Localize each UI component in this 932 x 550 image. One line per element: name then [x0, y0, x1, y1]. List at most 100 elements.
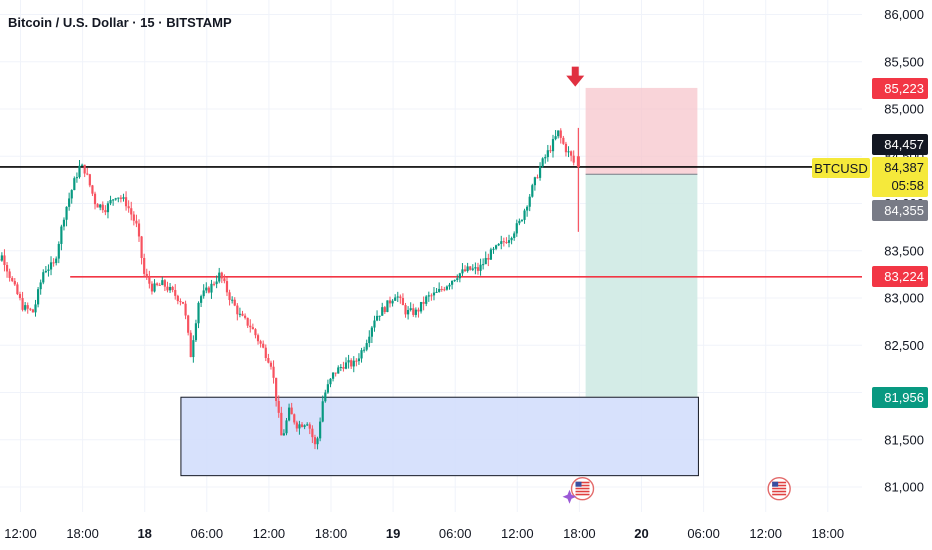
candle-body	[487, 257, 490, 260]
candle-body	[78, 165, 81, 178]
candle-body	[143, 258, 146, 274]
flag-stripe	[575, 487, 590, 490]
candle-body	[290, 407, 293, 415]
candle-body	[344, 362, 348, 369]
candle-body	[326, 384, 329, 393]
candle-body	[215, 281, 218, 285]
arrow-down-icon-head	[566, 75, 585, 87]
candle-body	[311, 428, 314, 438]
candle-body	[282, 433, 286, 436]
candle-body	[471, 268, 474, 270]
candle-body	[119, 197, 122, 199]
candle-body	[137, 223, 141, 237]
flag-stripe	[575, 481, 590, 484]
candle-body	[181, 302, 185, 304]
candle-body	[306, 424, 309, 426]
candle-body	[3, 255, 6, 265]
candle-body	[293, 414, 296, 423]
candle-body	[394, 297, 397, 301]
candle-body	[153, 283, 156, 292]
us-flag-event-icon	[767, 477, 791, 501]
candle-body	[526, 206, 529, 211]
candle-body	[559, 130, 562, 138]
candle-body	[238, 313, 242, 315]
candle-body	[479, 264, 482, 271]
candle-body	[458, 273, 461, 279]
candle-body	[212, 283, 216, 285]
candle-body	[396, 296, 399, 298]
candle-body	[13, 280, 16, 285]
candle-body	[339, 367, 342, 369]
candle-body	[34, 304, 37, 313]
markers	[562, 66, 791, 504]
candle-body	[168, 286, 172, 291]
candle-body	[8, 271, 11, 278]
candle-body	[347, 360, 350, 363]
candle-body	[557, 130, 560, 137]
resistance-tag-label: 84,457	[884, 137, 924, 152]
candle-body	[298, 424, 301, 429]
candle-body	[531, 185, 534, 197]
candle-body	[295, 422, 298, 429]
candle-body	[163, 280, 166, 287]
candle-body	[189, 332, 192, 358]
support-tag	[872, 266, 928, 287]
candle-body	[275, 377, 278, 402]
y-tick-label: 81,000	[884, 480, 924, 495]
x-tick-label: 18:00	[315, 526, 348, 541]
candle-body	[319, 421, 322, 439]
flag-stripe	[772, 493, 787, 496]
candle-body	[331, 372, 335, 379]
resistance-tag	[872, 134, 928, 155]
candle-body	[450, 280, 454, 285]
candle-body	[210, 283, 213, 293]
candle-body	[179, 301, 182, 303]
candle-body	[505, 242, 508, 244]
candle-body	[262, 343, 265, 348]
candle-body	[440, 288, 443, 290]
prev-close-tag-label: 84,355	[884, 203, 924, 218]
candle-body	[287, 407, 291, 421]
candle-body	[523, 210, 526, 220]
candle-body	[68, 198, 71, 207]
candle-body	[373, 320, 376, 328]
x-tick-label: 12:00	[4, 526, 37, 541]
time-axis[interactable]: 12:00 18:00 18 06:00 12:00 18:00 19 06:00 12:00 1…	[4, 526, 844, 541]
chart-title: Bitcoin / U.S. Dollar · 15 · BITSTAMP	[8, 15, 232, 30]
candle-body	[482, 264, 485, 266]
candle-body	[500, 241, 503, 244]
candle-body	[124, 197, 128, 207]
candle-body	[91, 185, 94, 194]
x-tick-label: 06:00	[687, 526, 720, 541]
candle-body	[466, 266, 469, 272]
countdown-label: 05:58	[891, 178, 924, 193]
candle-body	[246, 317, 249, 326]
symbol-label: BTCUSD	[814, 161, 867, 176]
candle-body	[469, 266, 472, 270]
x-tick-label: 20	[634, 526, 648, 541]
flag-stripe	[772, 490, 787, 493]
candle-body	[52, 262, 55, 264]
candle-body	[202, 290, 205, 297]
candle-body	[489, 249, 493, 260]
candle-body	[135, 220, 138, 224]
x-tick-label: 12:00	[253, 526, 286, 541]
stop-tag-label: 85,223	[884, 81, 924, 96]
target-tag-label: 81,956	[884, 390, 924, 405]
candle-body	[363, 349, 366, 351]
candle-body	[161, 280, 164, 286]
candle-body	[73, 178, 76, 191]
candle-body	[541, 158, 544, 167]
us-flag-event-icon	[570, 477, 595, 501]
candle-body	[355, 360, 358, 362]
grid	[0, 0, 862, 512]
x-tick-label: 18:00	[812, 526, 845, 541]
candle-body	[368, 336, 371, 344]
candle-body	[456, 278, 459, 280]
candle-body	[62, 219, 66, 227]
candle-body	[267, 358, 270, 363]
candle-body	[461, 269, 464, 274]
horizontal-lines[interactable]	[0, 166, 862, 278]
flag-stripe	[772, 487, 787, 490]
